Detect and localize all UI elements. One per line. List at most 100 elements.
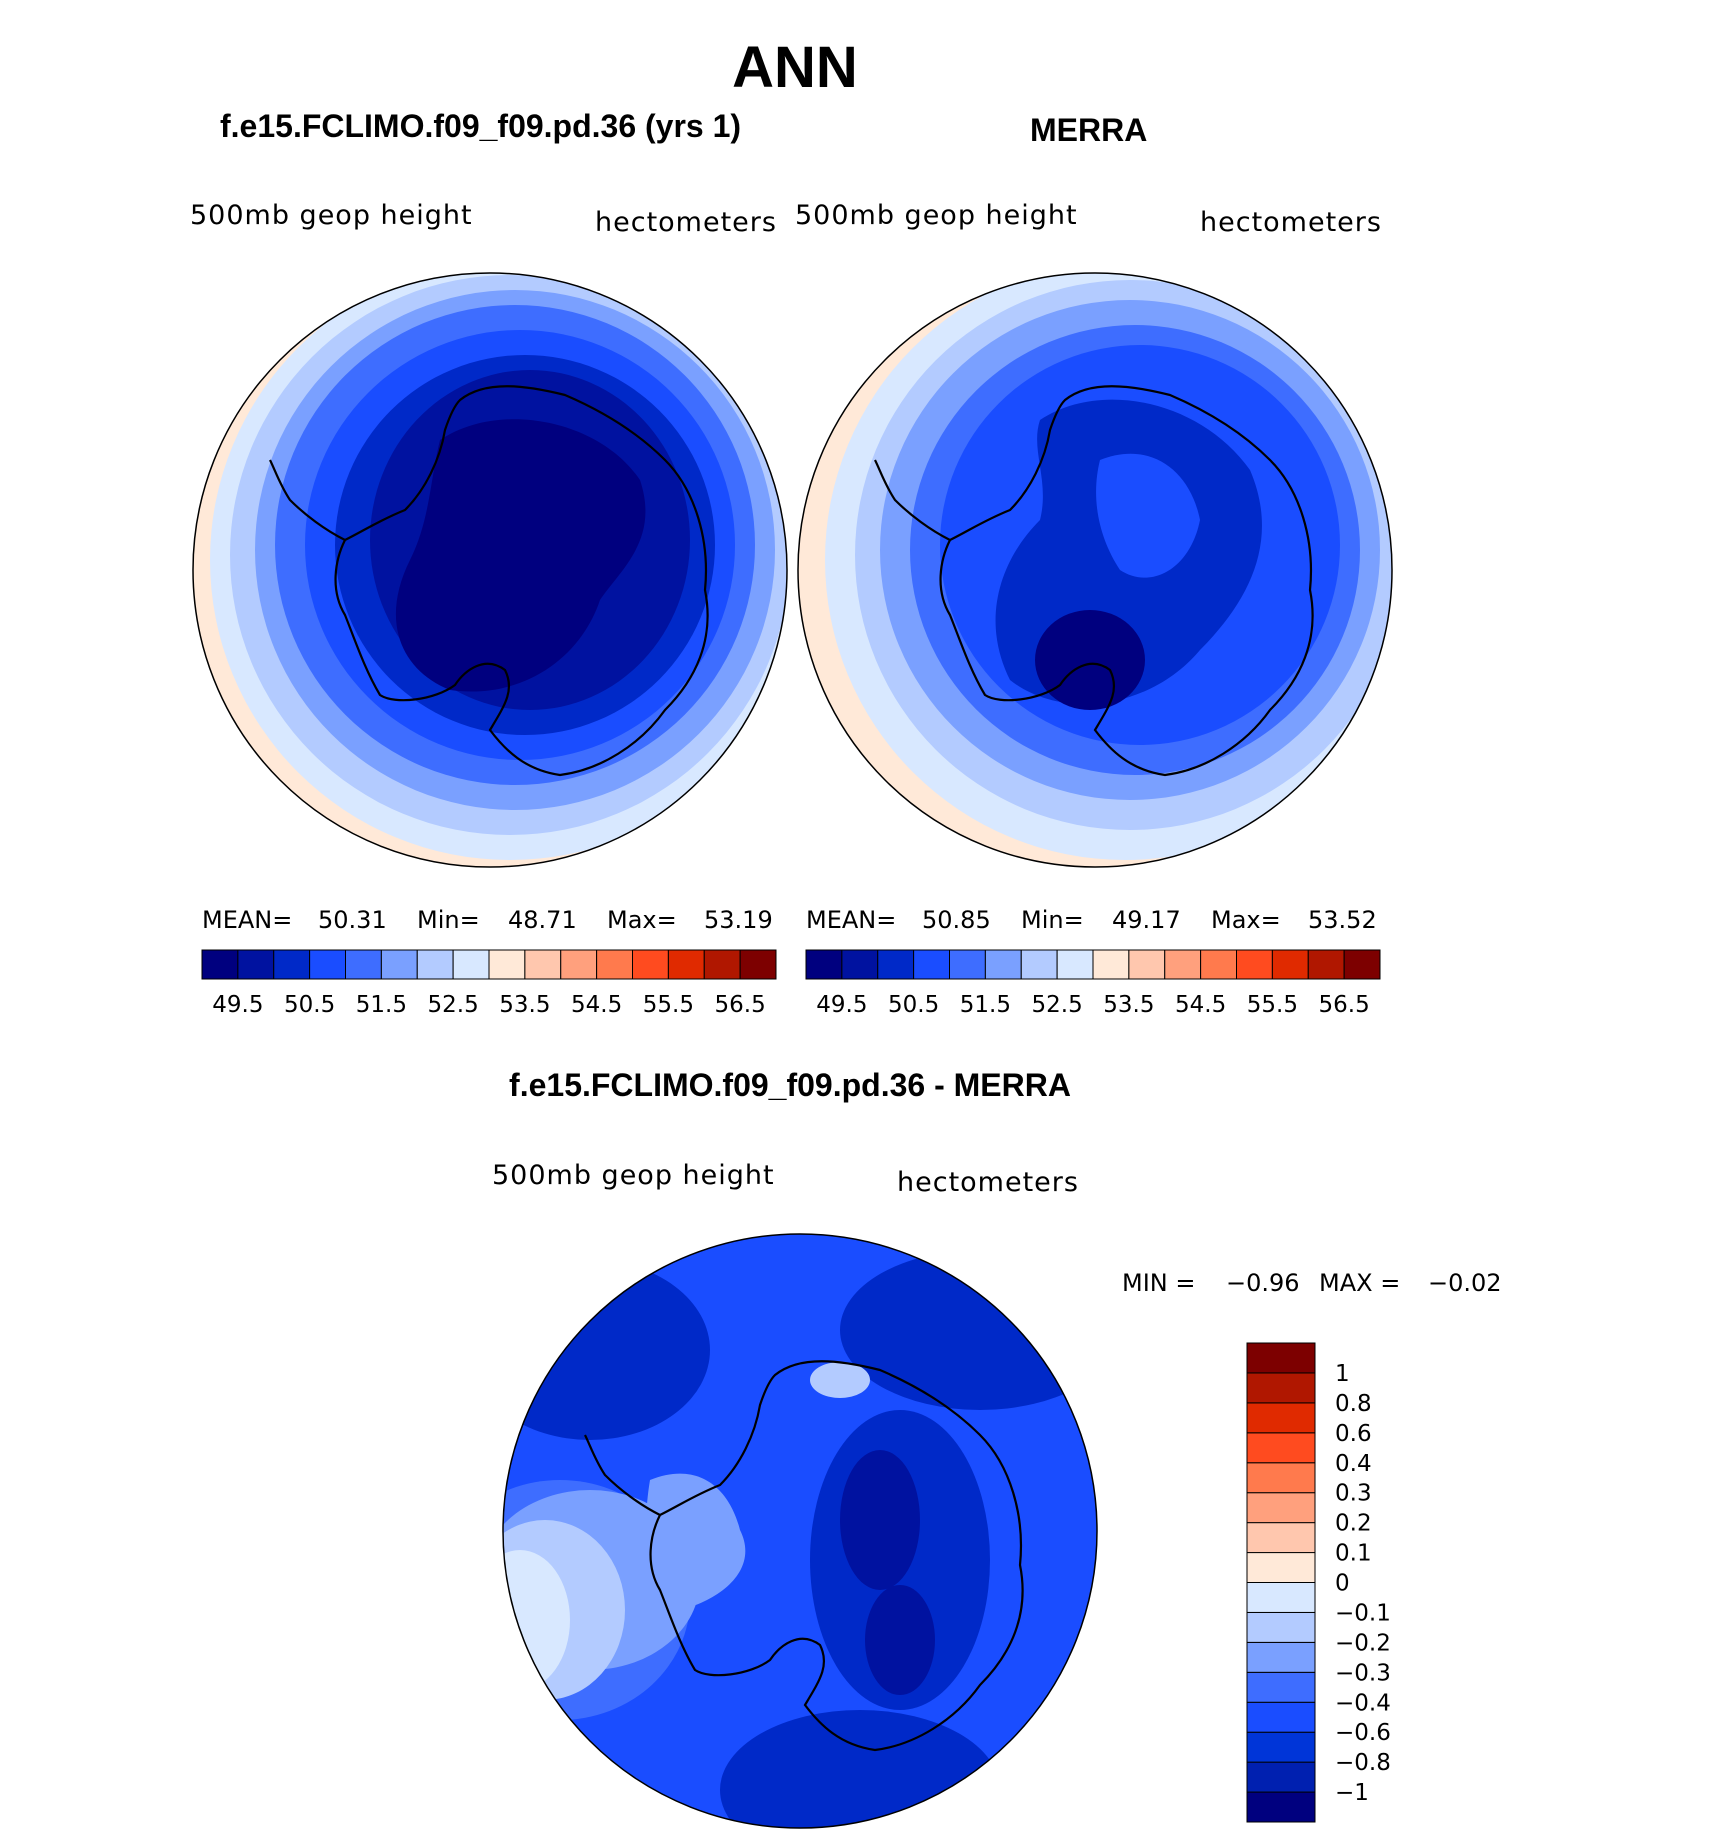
colorbar-tick-label: −0.3 (1335, 1660, 1391, 1686)
colorbar-difference: −1 −0.8 −0.6 −0.4 −0.3 −0.2 −0.1 0 0.1 0.2 0.3 0.4 0… (1246, 1342, 1391, 1823)
colorbar-tick-label: 51.5 (356, 992, 407, 1018)
colorbar-swatch (1128, 949, 1166, 980)
colorbar-swatch (805, 949, 843, 980)
panel2-variable-label: 500mb geop height (795, 200, 1078, 231)
colorbar-tick-label: 55.5 (1247, 992, 1298, 1018)
colorbar-swatch (841, 949, 879, 980)
colorbar-swatch (1246, 1611, 1316, 1643)
obs-case-title: MERRA (1030, 112, 1148, 148)
colorbar-tick-label: 54.5 (1175, 992, 1226, 1018)
colorbar-tick-label: −0.8 (1335, 1750, 1391, 1776)
colorbar-swatch (1246, 1432, 1316, 1464)
merra-map (797, 272, 1393, 868)
colorbar-swatch (1246, 1462, 1316, 1494)
colorbar-merra: 49.5 50.5 51.5 52.5 53.5 54.5 55.5 56.5 (805, 949, 1381, 1018)
colorbar-tick-label: 50.5 (284, 992, 335, 1018)
panel2-mean-label: MEAN= (806, 906, 897, 934)
colorbar-swatch (632, 949, 669, 980)
colorbar-swatch (1200, 949, 1237, 980)
colorbar-tick-label: 0.4 (1335, 1451, 1372, 1477)
panel2-max-label: Max= (1211, 906, 1281, 934)
colorbar-swatch (984, 949, 1022, 980)
colorbar-swatch (1236, 949, 1273, 980)
colorbar-swatch (345, 949, 382, 980)
colorbar-swatch (1246, 1731, 1316, 1763)
colorbar-swatch (1246, 1342, 1316, 1374)
colorbar-swatch (452, 949, 490, 980)
colorbar-swatch (560, 949, 598, 980)
colorbar-tick-label: −0.6 (1335, 1720, 1391, 1746)
colorbar-swatch (1246, 1671, 1316, 1703)
model-map (192, 272, 788, 868)
model-case-title: f.e15.FCLIMO.f09_f09.pd.36 (yrs 1) (220, 108, 742, 144)
panel3-min-value: −0.96 (1226, 1269, 1300, 1297)
colorbar-swatch (703, 949, 741, 980)
panel3-min-label: MIN = (1122, 1269, 1196, 1297)
colorbar-tick-label: 0 (1335, 1571, 1350, 1597)
colorbar-tick-label: −0.4 (1335, 1690, 1391, 1716)
colorbar-swatch (1246, 1402, 1316, 1434)
colorbar-tick-label: 49.5 (816, 992, 867, 1018)
colorbar-tick-label: 52.5 (428, 992, 479, 1018)
colorbar-tick-label: 53.5 (499, 992, 550, 1018)
colorbar-swatch (309, 949, 346, 980)
colorbar-swatch (1246, 1582, 1316, 1613)
colorbar-tick-label: 0.1 (1335, 1541, 1372, 1567)
panel1-min-label: Min= (417, 906, 480, 934)
colorbar-swatch (596, 949, 633, 980)
colorbar-swatch (273, 949, 311, 980)
colorbar-swatch (1020, 949, 1058, 980)
colorbar-tick-label: 0.8 (1335, 1391, 1372, 1417)
colorbar-tick-label: 50.5 (888, 992, 939, 1018)
colorbar-swatch (488, 949, 526, 980)
colorbar-swatch (667, 949, 705, 980)
colorbar-model: 49.5 50.5 51.5 52.5 53.5 54.5 55.5 56.5 (201, 949, 777, 1018)
colorbar-swatch (237, 949, 275, 980)
colorbar-swatch (201, 949, 239, 980)
colorbar-swatch (1343, 949, 1381, 980)
panel1-units-label: hectometers (595, 207, 777, 238)
colorbar-tick-label: 56.5 (715, 992, 766, 1018)
panel3-variable-label: 500mb geop height (492, 1160, 775, 1191)
colorbar-swatch (416, 949, 454, 980)
colorbar-swatch (1246, 1522, 1316, 1554)
colorbar-tick-label: 1 (1335, 1361, 1350, 1387)
colorbar-swatch (1092, 949, 1130, 980)
panel1-mean-label: MEAN= (202, 906, 293, 934)
panel1-variable-label: 500mb geop height (190, 200, 473, 231)
colorbar-tick-label: 55.5 (643, 992, 694, 1018)
colorbar-swatch (1307, 949, 1345, 980)
panel2-units-label: hectometers (1200, 207, 1382, 238)
panel2-min-label: Min= (1021, 906, 1084, 934)
difference-map (502, 1233, 1098, 1829)
colorbar-swatch (877, 949, 915, 980)
colorbar-swatch (913, 949, 950, 980)
colorbar-swatch (1246, 1641, 1316, 1673)
panel1-min-value: 48.71 (508, 906, 577, 934)
colorbar-swatch (1246, 1492, 1316, 1524)
panel3-max-value: −0.02 (1428, 1269, 1502, 1297)
colorbar-tick-label: 56.5 (1319, 992, 1370, 1018)
colorbar-tick-label: −0.1 (1335, 1600, 1391, 1626)
colorbar-swatch (1246, 1701, 1316, 1733)
colorbar-swatch (524, 949, 562, 980)
panel1-max-label: Max= (607, 906, 677, 934)
colorbar-swatch (1164, 949, 1202, 980)
colorbar-tick-label: 51.5 (960, 992, 1011, 1018)
colorbar-swatch (380, 949, 418, 980)
colorbar-swatch (1271, 949, 1309, 980)
colorbar-tick-label: 0.2 (1335, 1511, 1372, 1537)
season-title: ANN (732, 35, 858, 100)
colorbar-tick-label: −1 (1335, 1780, 1369, 1806)
colorbar-tick-label: 0.6 (1335, 1421, 1372, 1447)
colorbar-swatch (739, 949, 777, 980)
colorbar-tick-label: 49.5 (212, 992, 263, 1018)
colorbar-swatch (949, 949, 986, 980)
colorbar-swatch (1056, 949, 1094, 980)
colorbar-tick-label: 0.3 (1335, 1481, 1372, 1507)
colorbar-swatch (1246, 1791, 1316, 1823)
colorbar-tick-label: 52.5 (1032, 992, 1083, 1018)
panel1-max-value: 53.19 (704, 906, 773, 934)
panel3-units-label: hectometers (897, 1167, 1079, 1198)
